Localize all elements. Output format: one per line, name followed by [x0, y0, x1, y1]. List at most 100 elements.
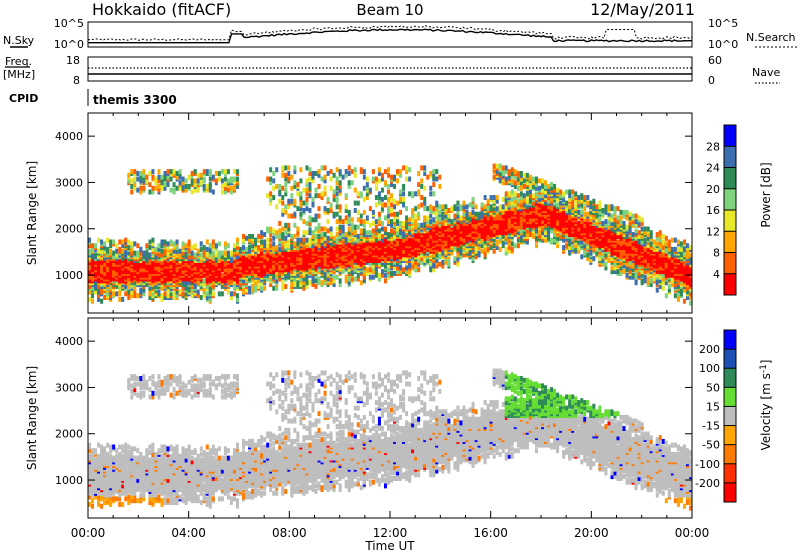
power-cell [311, 246, 315, 252]
power-cell [383, 226, 387, 232]
power-cell [386, 219, 390, 225]
power-cell [320, 191, 324, 197]
power-cell [402, 202, 406, 208]
power-cell [97, 261, 101, 267]
power-cell [528, 189, 532, 195]
power-cell [571, 195, 575, 201]
power-cell [305, 200, 309, 206]
power-cell [115, 243, 119, 249]
power-cell [151, 174, 155, 180]
power-cell [139, 272, 143, 278]
power-cell [447, 230, 451, 236]
power-cell [214, 252, 218, 258]
power-cell [124, 291, 128, 297]
power-cell [417, 258, 421, 263]
power-cell [423, 196, 427, 202]
power-cell [365, 230, 369, 236]
power-cell [619, 215, 623, 221]
power-cell [281, 263, 285, 269]
power-cell [507, 217, 511, 223]
power-cell [577, 248, 581, 254]
power-cell [314, 237, 318, 243]
power-cell [592, 204, 596, 210]
power-cell [429, 191, 433, 197]
power-cell [293, 241, 297, 247]
power-cell [332, 278, 336, 284]
power-cell [275, 233, 279, 239]
power-cell [374, 269, 378, 275]
power-cell [112, 239, 116, 245]
power-cell [229, 189, 233, 195]
power-cell [133, 241, 137, 247]
power-cell [338, 169, 342, 175]
power-cell [408, 224, 412, 230]
power-cell [118, 246, 122, 252]
power-cell [284, 191, 288, 197]
power-cell [377, 178, 381, 184]
power-cell [501, 180, 505, 186]
power-cell [504, 204, 508, 210]
power-cell [275, 183, 279, 189]
power-cell [145, 178, 149, 184]
power-cell [429, 208, 433, 213]
power-cell [495, 198, 499, 204]
power-cell [118, 258, 122, 263]
power-cell [217, 250, 221, 256]
power-cell [601, 208, 605, 213]
power-cell [568, 196, 572, 202]
power-cell [220, 267, 224, 273]
power-cell [420, 195, 424, 201]
power-cell [260, 230, 264, 236]
power-cell [275, 245, 279, 251]
power-cell [97, 237, 101, 243]
power-cell [574, 191, 578, 197]
power-cell [574, 230, 578, 236]
power-cell [619, 209, 623, 215]
power-cell [377, 219, 381, 225]
power-cell [356, 191, 360, 197]
power-cell [541, 226, 544, 232]
power-cell [601, 254, 605, 260]
power-cell [127, 283, 131, 289]
power-cell [492, 243, 496, 249]
power-cell [480, 209, 484, 215]
power-cell [239, 246, 242, 252]
power-cell [353, 224, 357, 230]
power-cell [293, 183, 297, 189]
power-cell [344, 219, 348, 225]
power-cell [263, 263, 267, 269]
power-cell [311, 196, 315, 202]
power-cell [296, 206, 300, 212]
power-cell [589, 200, 593, 206]
power-cell [187, 248, 191, 254]
power-cell [417, 182, 421, 188]
power-cell [344, 274, 348, 280]
power-cell [371, 220, 375, 226]
power-cell [305, 178, 309, 184]
power-cell [338, 183, 342, 189]
power-cell [166, 241, 170, 247]
power-cell [208, 169, 212, 175]
power-cell [235, 169, 239, 175]
power-cell [166, 250, 170, 256]
power-cell [121, 243, 125, 249]
power-cell [444, 259, 448, 265]
power-cell [169, 263, 173, 269]
power-cell [537, 178, 541, 184]
power-cell [314, 217, 318, 223]
power-cell [386, 167, 390, 173]
power-cell [374, 185, 378, 191]
power-cell [347, 230, 351, 236]
power-cell [383, 278, 387, 284]
power-cell [344, 204, 348, 210]
power-cell [338, 187, 342, 193]
power-cell [604, 261, 608, 267]
power-cell [311, 217, 315, 223]
power-cell [408, 167, 412, 173]
power-cell [568, 193, 572, 199]
power-cell [417, 170, 421, 176]
power-cell [332, 258, 336, 263]
power-cell [438, 204, 442, 210]
power-cell [537, 233, 541, 239]
power-cell [223, 169, 227, 175]
